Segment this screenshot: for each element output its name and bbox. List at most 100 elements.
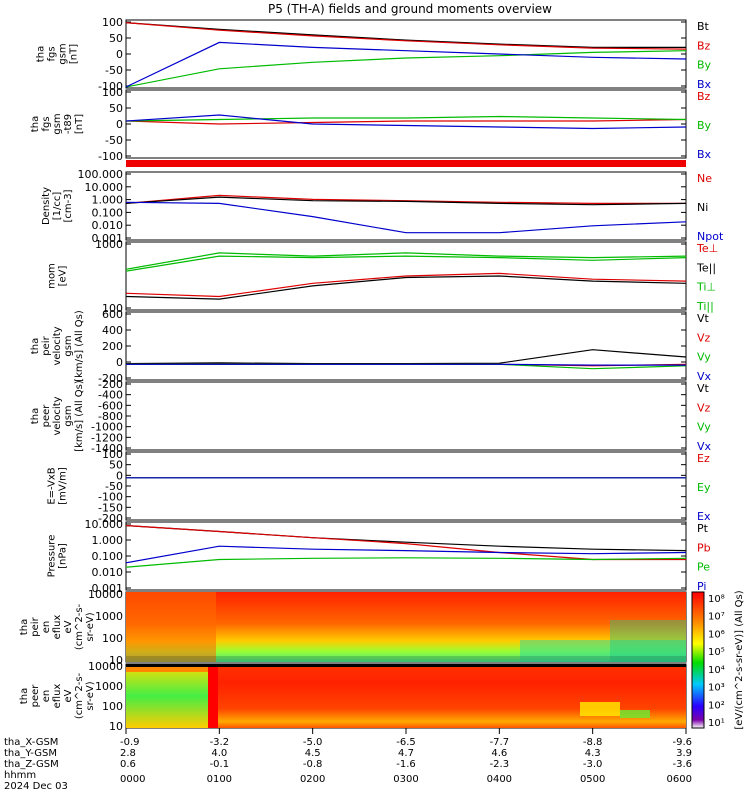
y-axis-label: eV: [63, 689, 74, 702]
x-tick-label: 4.0: [211, 748, 227, 759]
x-tick-label: 4.7: [398, 748, 414, 759]
y-axis-label: tha: [19, 619, 30, 635]
legend-entry: Vx: [697, 370, 712, 383]
x-tick-label: -3.6: [672, 759, 692, 770]
y-axis-label: sr-eV): [85, 681, 96, 710]
y-tick-label: 0: [116, 48, 123, 61]
legend-entry: Pb: [697, 541, 711, 554]
y-axis-label: eV: [63, 620, 74, 633]
y-axis-label: velocity: [52, 326, 63, 365]
legend-entry: Vz: [697, 331, 711, 344]
x-tick-label: 0300: [393, 774, 418, 785]
panel-frame: [125, 19, 687, 89]
y-axis-label: gsm: [63, 335, 74, 356]
y-tick-label: 100: [102, 302, 123, 315]
series-line-pressure: [125, 525, 687, 552]
y-axis-label: fgs: [47, 46, 58, 61]
y-tick-label: 10.000: [85, 181, 124, 194]
y-axis-label: E=-VxB: [47, 467, 58, 504]
panel-peer_vel: -200-400-600-800-1000-1200-1400 tha peer ve…: [30, 378, 712, 455]
colorbar-tick-label: 10²: [708, 700, 725, 711]
y-tick-label: 600: [102, 308, 123, 321]
colorbar-tick-label: 10⁷: [708, 612, 725, 623]
series-line-density: [125, 196, 687, 206]
series-line-temp: [125, 272, 687, 298]
y-axis-label: tha: [30, 408, 41, 424]
legend-entry: Ti||: [696, 300, 714, 313]
colorbar-tick-label: 10⁴: [708, 665, 725, 676]
y-tick-label: 10000: [88, 660, 123, 673]
y-tick-label: 10.000: [85, 518, 124, 531]
y-axis-label: tha: [19, 688, 30, 704]
legend-entry: Ne: [697, 172, 712, 185]
y-tick-label: 1000: [95, 610, 123, 623]
y-tick-label: 10000: [88, 588, 123, 601]
series-line-fgs_dgsm: [125, 115, 687, 122]
legend-entry: Vt: [697, 382, 710, 395]
colorbar: 10⁸ 10⁷ 10⁶ 10⁵ 10⁴ 10³ 10² 10¹ [eV/(cm^2-s-sr-…: [691, 590, 745, 730]
y-tick-label: -800: [98, 410, 123, 423]
y-tick-label: 1.000: [92, 534, 124, 547]
panel-temp: 1000 100 mom [eV] Te⊥ Te|| Ti⊥ Ti||: [47, 238, 719, 315]
y-tick-label: 0.010: [92, 219, 124, 232]
y-tick-label: -50: [105, 64, 123, 77]
y-tick-label: -1200: [91, 431, 123, 444]
y-tick-label: 400: [102, 324, 123, 337]
panel-frame: [125, 311, 687, 381]
legend-entry: Vz: [697, 401, 711, 414]
x-tick-label: 0200: [300, 774, 325, 785]
x-tick-label: -6.5: [396, 737, 416, 748]
series-line-temp: [125, 275, 687, 300]
peir-spectrogram: [126, 592, 686, 662]
panel-pressure: 10.000 1.000 0.100 0.010 0.001 Pressure [nPa] P…: [47, 518, 711, 595]
legend-entry: Pt: [697, 522, 709, 535]
x-axis-row-label: hhmm: [4, 770, 36, 781]
x-tick-label: -5.0: [303, 737, 323, 748]
y-tick-label: -1000: [91, 421, 123, 434]
x-tick-label: -0.8: [303, 759, 323, 770]
x-tick-label: 2.8: [120, 748, 136, 759]
x-axis-row-label: tha_X-GSM: [4, 737, 58, 748]
y-axis-label: [1/cc]: [52, 192, 63, 221]
y-tick-label: 10: [109, 720, 123, 733]
panel-frame: [125, 241, 687, 311]
y-axis-label: [nT]: [69, 44, 80, 64]
y-axis-label: velocity: [52, 396, 63, 435]
panel-frame: [125, 451, 687, 521]
y-axis-label: tha: [30, 338, 41, 354]
x-tick-label: 0400: [487, 774, 512, 785]
y-tick-label: -200: [98, 512, 123, 525]
panel-peir_vel: 600 400 200 0 -200 tha peir velocity gsm [km/s] (…: [30, 308, 712, 385]
y-axis-label: peir: [30, 616, 41, 636]
y-axis-label: mom: [47, 263, 58, 289]
y-tick-label: -200: [98, 372, 123, 385]
x-tick-label: -1.6: [396, 759, 416, 770]
y-tick-label: 0.001: [92, 582, 124, 595]
legend-entry: Vx: [697, 440, 712, 453]
y-axis-label: gsm: [58, 43, 69, 64]
legend-entry: Npot: [697, 230, 724, 243]
panel-fgs_gsm: 100 50 0 -50 -100 tha fgs gsm [nT] Bt Bz By Bx: [36, 16, 712, 93]
legend-entry: Vy: [697, 351, 711, 364]
y-axis-label: [nPa]: [58, 543, 69, 569]
y-tick-label: 0.010: [92, 566, 124, 579]
panel-frame: [125, 171, 687, 241]
y-tick-label: -400: [98, 389, 123, 402]
y-axis-label: (cm^2-s-: [74, 603, 85, 650]
series-line-fgs_gsm: [125, 50, 687, 88]
colorbar-tick-label: 10⁵: [708, 647, 725, 658]
y-tick-label: 100: [102, 86, 123, 99]
legend-entry: Te||: [696, 261, 716, 274]
x-axis-row-label: 2024 Dec 03: [4, 781, 68, 792]
panel-fgs_dgsm: 100 50 0 -50 -100 tha fgs gsm -t89 [nT] Bz By Bx: [30, 86, 712, 163]
y-axis-label: gsm: [63, 405, 74, 426]
series-line-pressure: [125, 557, 687, 568]
legend-entry: Ex: [697, 510, 711, 523]
series-line-temp: [125, 255, 687, 272]
y-tick-label: 0: [116, 469, 123, 482]
y-axis-label: peir: [41, 335, 52, 355]
y-axis-label: peer: [41, 404, 52, 428]
